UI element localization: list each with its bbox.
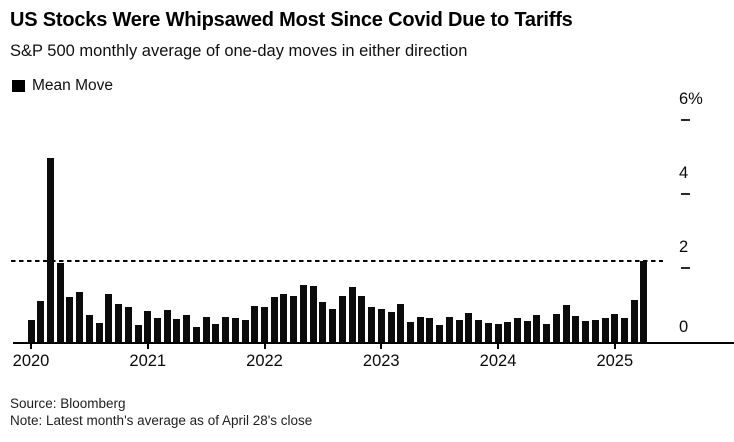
legend-label: Mean Move — [32, 77, 113, 94]
mean-move-bar-2021-05 — [183, 315, 191, 342]
mean-move-bar-2022-11 — [358, 295, 366, 342]
mean-move-bar-2023-10 — [465, 313, 473, 342]
mean-move-bar-2021-04 — [173, 319, 181, 342]
mean-move-bar-2020-07 — [85, 315, 93, 342]
mean-move-bar-2023-06 — [426, 317, 434, 342]
mean-move-bar-2024-05 — [533, 315, 541, 342]
mean-move-bar-2024-07 — [552, 313, 560, 342]
y-axis-tick-label: 2 — [679, 238, 689, 256]
mean-move-bar-2024-04 — [523, 320, 531, 342]
mean-move-bar-2020-01 — [27, 319, 35, 342]
mean-move-bar-2021-11 — [241, 319, 249, 342]
mean-move-bar-2022-04 — [290, 296, 298, 342]
reference-dashed-line — [11, 259, 663, 262]
y-axis-tick-mark — [681, 193, 690, 195]
mean-move-bar-2021-06 — [192, 326, 200, 342]
chart-title: US Stocks Were Whipsawed Most Since Covi… — [10, 9, 573, 31]
x-axis-tick-mark — [613, 343, 616, 349]
mean-move-bar-2023-03 — [397, 303, 405, 342]
mean-move-bar-2022-09 — [338, 295, 346, 342]
source-text: Source: Bloomberg — [10, 396, 126, 411]
mean-move-bar-2020-09 — [105, 293, 113, 342]
legend: Mean Move — [12, 77, 113, 94]
mean-move-bar-2020-02 — [37, 301, 45, 342]
mean-move-bar-2020-04 — [56, 262, 64, 342]
x-axis-year-label: 2022 — [246, 352, 283, 370]
mean-move-bar-2025-03 — [630, 300, 638, 342]
y-axis-tick-mark — [681, 267, 690, 269]
x-axis-tick-mark — [380, 343, 383, 349]
mean-move-bar-2025-01 — [611, 314, 619, 342]
mean-move-bar-2022-12 — [368, 306, 376, 342]
y-axis-tick-label: 0 — [679, 318, 689, 336]
mean-move-bar-2024-03 — [514, 317, 521, 342]
mean-move-bar-2020-12 — [134, 324, 142, 342]
x-axis-year-label: 2025 — [596, 352, 634, 370]
mean-move-bar-2024-08 — [562, 305, 570, 342]
mean-move-bar-2021-09 — [222, 317, 230, 342]
mean-move-bar-2024-06 — [543, 323, 551, 342]
x-axis-year-label: 2023 — [362, 352, 400, 370]
mean-move-bar-2022-07 — [319, 302, 327, 342]
mean-move-bar-2025-02 — [621, 317, 629, 342]
mean-move-bar-2021-01 — [144, 310, 152, 342]
mean-move-bar-2021-03 — [163, 309, 171, 342]
mean-move-bar-2024-11 — [591, 319, 599, 342]
mean-move-bar-2022-10 — [348, 286, 356, 342]
mean-move-bar-2020-06 — [76, 292, 84, 342]
mean-move-bar-2024-02 — [504, 322, 512, 342]
mean-move-bar-2023-09 — [455, 320, 463, 342]
mean-move-bar-2023-07 — [436, 324, 444, 342]
mean-move-bar-2024-12 — [601, 317, 609, 342]
y-axis-tick-label: 6% — [679, 90, 703, 108]
mean-move-bar-2021-07 — [202, 317, 210, 342]
y-axis-tick-mark — [681, 119, 690, 121]
x-axis-tick-mark — [263, 343, 266, 349]
note-text: Note: Latest month's average as of April… — [10, 413, 313, 428]
mean-move-bar-2023-11 — [475, 320, 483, 342]
mean-move-bar-2022-01 — [261, 306, 269, 342]
chart-subtitle: S&P 500 monthly average of one-day moves… — [10, 42, 468, 60]
mean-move-bar-2022-03 — [280, 293, 288, 342]
x-axis-tick-mark — [30, 343, 32, 349]
y-axis-tick-label: 4 — [679, 164, 689, 182]
mean-move-bar-2023-01 — [377, 309, 385, 342]
x-axis-year-label: 2021 — [129, 352, 167, 370]
mean-move-bar-2020-05 — [66, 296, 74, 342]
mean-move-bar-2020-11 — [124, 306, 132, 342]
mean-move-bar-2020-08 — [95, 323, 103, 342]
mean-move-bar-2022-05 — [299, 285, 307, 342]
mean-move-bar-2023-05 — [416, 316, 424, 342]
x-axis-year-label: 2024 — [479, 352, 517, 370]
mean-move-bar-2024-09 — [572, 316, 580, 342]
mean-move-bar-2020-10 — [115, 304, 123, 342]
mean-move-bar-2022-08 — [329, 308, 337, 342]
mean-move-bar-2021-08 — [212, 324, 220, 342]
mean-move-bar-2020-03 — [46, 158, 54, 342]
x-axis-year-label: 2020 — [12, 352, 50, 370]
mean-move-bar-2025-04 — [640, 260, 648, 342]
mean-move-bar-2023-04 — [406, 322, 414, 342]
mean-move-bar-2023-12 — [484, 323, 492, 342]
mean-move-bar-2023-02 — [387, 311, 395, 342]
x-axis-line — [13, 342, 734, 344]
mean-move-bar-2024-01 — [494, 324, 502, 342]
x-axis-tick-mark — [497, 343, 500, 349]
mean-move-bar-2021-10 — [231, 317, 239, 342]
x-axis-tick-mark — [146, 343, 149, 349]
mean-move-bar-2021-02 — [153, 317, 161, 342]
mean-move-bar-2022-06 — [309, 286, 317, 342]
legend-swatch-icon — [12, 80, 25, 92]
mean-move-bar-2024-10 — [582, 321, 590, 342]
mean-move-bar-2023-08 — [445, 316, 453, 342]
mean-move-bar-2021-12 — [251, 306, 259, 342]
mean-move-bar-2022-02 — [270, 296, 278, 342]
